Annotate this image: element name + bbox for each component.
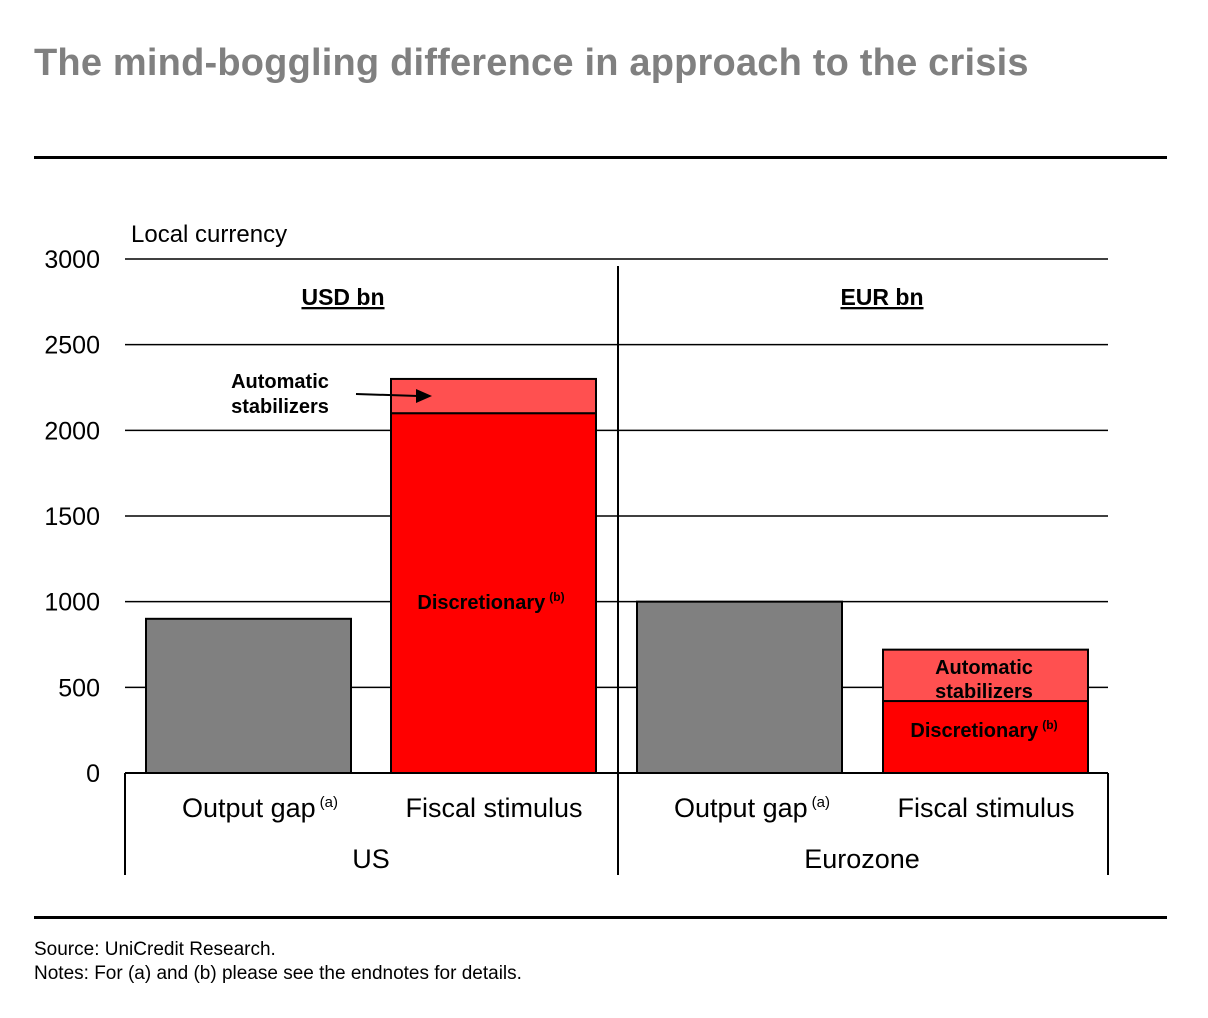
category-label: Output gap (a): [674, 793, 830, 823]
bottom-divider: [34, 916, 1167, 919]
source-note: Source: UniCredit Research.: [34, 939, 276, 960]
annotation-ez-discretionary: Discretionary (b): [910, 718, 1057, 742]
y-axis-label: Local currency: [131, 221, 287, 248]
panel-unit-label: EUR bn: [840, 284, 923, 310]
top-divider: [34, 156, 1167, 159]
category-label: Fiscal stimulus: [405, 793, 582, 823]
y-tick-label: 1000: [44, 589, 100, 617]
category-label: Output gap (a): [182, 793, 338, 823]
annotation-us-discretionary: Discretionary (b): [417, 590, 564, 614]
y-tick-label: 2500: [44, 332, 100, 360]
endnotes-note: Notes: For (a) and (b) please see the en…: [34, 963, 522, 984]
annotation-us-automatic: Automatic: [231, 371, 329, 393]
bar-segment: [390, 377, 597, 415]
panel-unit-label: USD bn: [301, 284, 384, 310]
annotation-ez-automatic: Automatic: [935, 657, 1033, 679]
annotation-arrow: [355, 393, 419, 397]
bar-segment: [882, 648, 1089, 703]
y-tick-label: 2000: [44, 417, 100, 445]
y-tick-label: 0: [86, 760, 100, 788]
category-label: Fiscal stimulus: [897, 793, 1074, 823]
arrow-head-icon: [416, 389, 432, 403]
bar-segment: [145, 617, 352, 774]
footnotes: Source: UniCredit Research. Notes: For (…: [34, 938, 522, 986]
bar-segment: [636, 600, 843, 775]
y-tick-label: 3000: [44, 246, 100, 274]
annotation-ez-automatic: stabilizers: [935, 681, 1033, 703]
group-label: Eurozone: [804, 844, 920, 874]
page-title: The mind-boggling difference in approach…: [34, 42, 1029, 84]
annotation-us-automatic: stabilizers: [231, 396, 329, 418]
group-label: US: [352, 844, 390, 874]
y-tick-label: 1500: [44, 503, 100, 531]
y-tick-label: 500: [58, 674, 100, 702]
